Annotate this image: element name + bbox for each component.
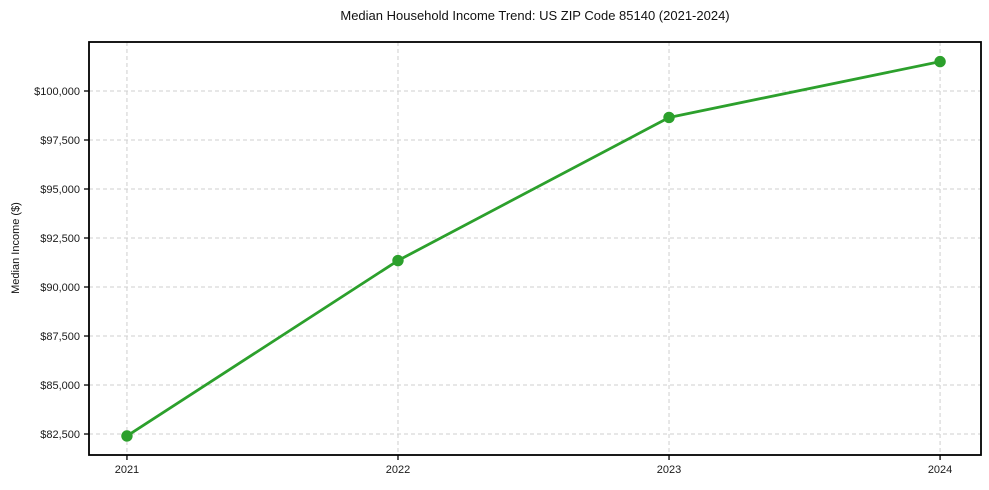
data-point-marker <box>934 55 946 68</box>
y-tick-label: $85,000 <box>40 380 80 392</box>
y-tick-label: $95,000 <box>40 184 80 196</box>
x-tick-label: 2023 <box>657 464 681 476</box>
x-tick-label: 2022 <box>386 464 410 476</box>
y-tick-label: $97,500 <box>40 135 80 147</box>
data-point-marker <box>663 111 675 124</box>
data-point-marker <box>392 254 404 267</box>
y-tick-label: $82,500 <box>40 429 80 441</box>
y-tick-label: $90,000 <box>40 282 80 294</box>
data-point-marker <box>121 430 133 442</box>
y-tick-label: $87,500 <box>40 331 80 343</box>
plot-border <box>88 41 982 456</box>
trend-line <box>125 60 942 438</box>
x-tick-label: 2024 <box>928 464 952 476</box>
chart-title: Median Household Income Trend: US ZIP Co… <box>340 8 730 23</box>
x-tick-label: 2021 <box>115 464 139 476</box>
y-tick-label: $92,500 <box>40 233 80 245</box>
y-tick-label: $100,000 <box>34 86 80 98</box>
